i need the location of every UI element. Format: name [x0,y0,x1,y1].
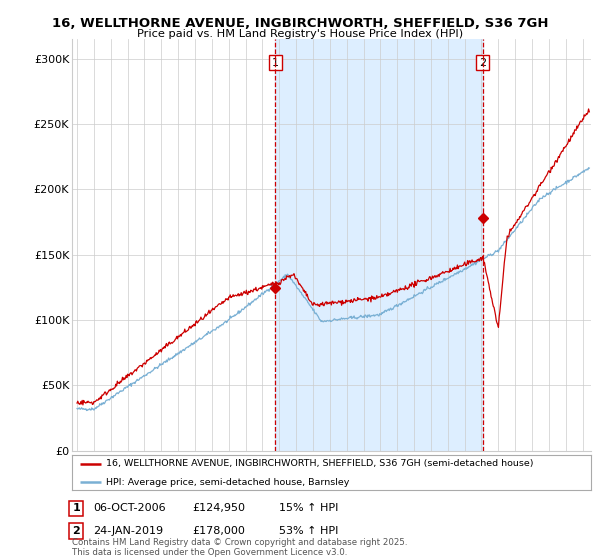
Text: Price paid vs. HM Land Registry's House Price Index (HPI): Price paid vs. HM Land Registry's House … [137,29,463,39]
Text: HPI: Average price, semi-detached house, Barnsley: HPI: Average price, semi-detached house,… [106,478,349,487]
Text: 06-OCT-2006: 06-OCT-2006 [93,503,166,514]
Text: 16, WELLTHORNE AVENUE, INGBIRCHWORTH, SHEFFIELD, S36 7GH: 16, WELLTHORNE AVENUE, INGBIRCHWORTH, SH… [52,17,548,30]
Text: 53% ↑ HPI: 53% ↑ HPI [279,526,338,536]
Text: £178,000: £178,000 [192,526,245,536]
Bar [275,39,482,451]
Text: 1: 1 [272,58,279,68]
Text: 2: 2 [73,526,80,536]
Text: Contains HM Land Registry data © Crown copyright and database right 2025.
This d: Contains HM Land Registry data © Crown c… [72,538,407,557]
Text: 15% ↑ HPI: 15% ↑ HPI [279,503,338,514]
Text: 2: 2 [479,58,486,68]
Text: 24-JAN-2019: 24-JAN-2019 [93,526,163,536]
Text: 16, WELLTHORNE AVENUE, INGBIRCHWORTH, SHEFFIELD, S36 7GH (semi-detached house): 16, WELLTHORNE AVENUE, INGBIRCHWORTH, SH… [106,459,533,469]
Text: £124,950: £124,950 [192,503,245,514]
Text: 1: 1 [73,503,80,514]
